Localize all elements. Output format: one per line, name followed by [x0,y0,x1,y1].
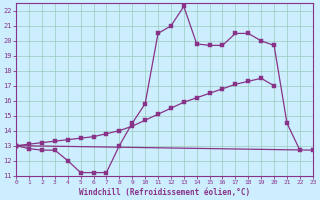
X-axis label: Windchill (Refroidissement éolien,°C): Windchill (Refroidissement éolien,°C) [79,188,250,197]
